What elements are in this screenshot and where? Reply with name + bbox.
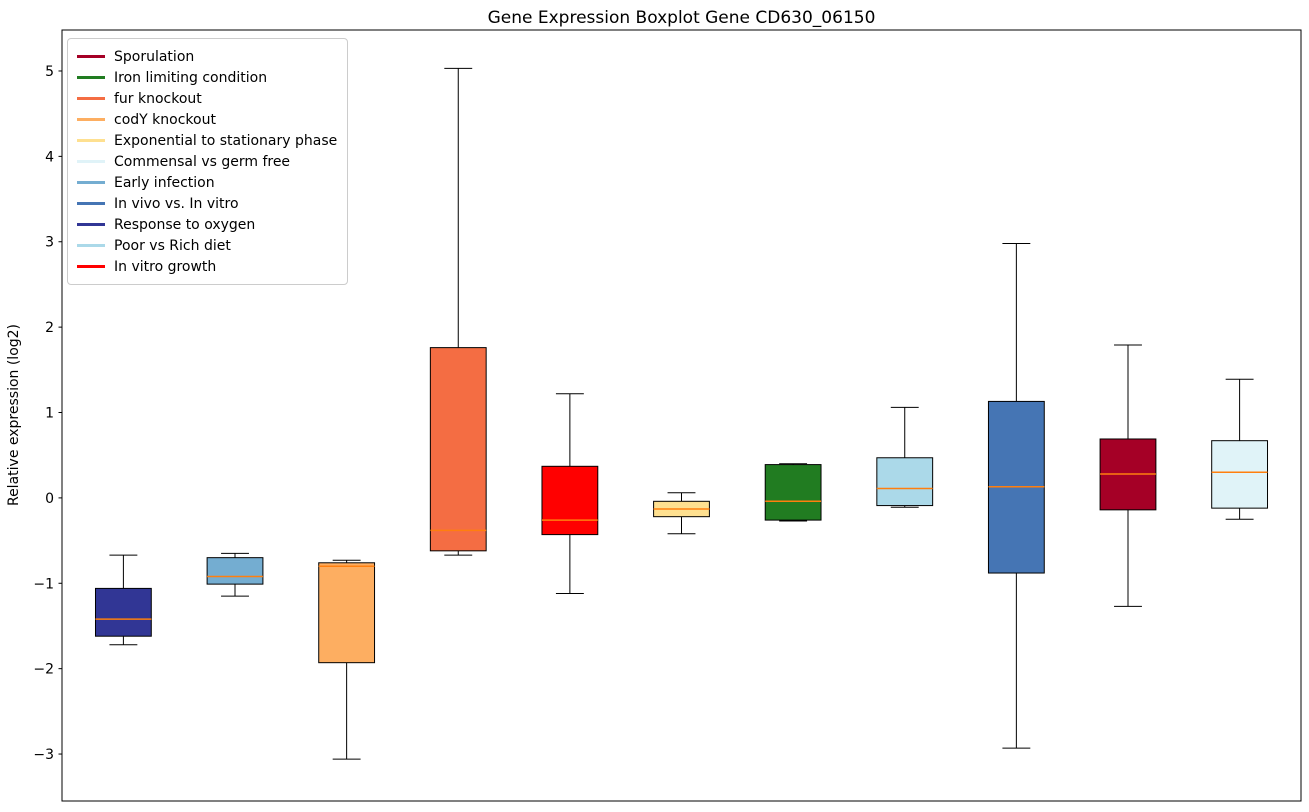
legend-label: Sporulation (114, 48, 195, 65)
iqr-box (94, 587, 152, 637)
legend-label: codY knockout (114, 111, 216, 128)
legend-label: In vivo vs. In vitro (114, 195, 239, 212)
iqr-box (429, 347, 487, 552)
box-sporulation (1099, 344, 1157, 607)
y-tick-label: 4 (45, 149, 54, 165)
y-tick-label: −2 (33, 662, 54, 678)
box-commensal-vs-germ-free (1211, 378, 1269, 520)
y-tick-label: 5 (45, 64, 54, 80)
legend-item-response-to-oxygen: Response to oxygen (77, 214, 337, 235)
legend-color-line (77, 55, 105, 58)
legend-item-cody-knockout: codY knockout (77, 109, 337, 130)
legend-label: In vitro growth (114, 258, 217, 275)
legend-label: Exponential to stationary phase (114, 132, 338, 149)
y-tick-label: 3 (45, 235, 54, 251)
box-early-infection (206, 552, 264, 597)
legend-item-poor-vs-rich-diet: Poor vs Rich diet (77, 235, 337, 256)
legend-item-sporulation: Sporulation (77, 46, 337, 67)
legend-label: fur knockout (114, 90, 202, 107)
legend-item-commensal-vs-germ-free: Commensal vs germ free (77, 151, 337, 172)
legend-color-line (77, 181, 105, 184)
box-in-vivo-vs-in-vitro (987, 242, 1045, 749)
legend-item-in-vivo-vs-in-vitro: In vivo vs. In vitro (77, 193, 337, 214)
iqr-box (318, 562, 376, 664)
legend-item-early-infection: Early infection (77, 172, 337, 193)
legend-item-fur-knockout: fur knockout (77, 88, 337, 109)
box-cody-knockout (318, 559, 376, 760)
box-poor-vs-rich-diet (876, 406, 934, 508)
legend-color-line (77, 160, 105, 163)
legend-label: Response to oxygen (114, 216, 256, 233)
legend-color-line (77, 97, 105, 100)
legend-label: Early infection (114, 174, 215, 191)
legend-color-line (77, 265, 105, 268)
y-tick-label: 1 (45, 406, 54, 422)
legend-color-line (77, 244, 105, 247)
legend-item-exponential-to-stationary-phase: Exponential to stationary phase (77, 130, 337, 151)
box-exponential-to-stationary-phase (653, 492, 710, 535)
legend-color-line (77, 223, 105, 226)
y-tick-label: −3 (33, 747, 54, 763)
box-iron-limiting-condition (764, 463, 822, 522)
legend-item-iron-limiting-condition: Iron limiting condition (77, 67, 337, 88)
legend-item-in-vitro-growth: In vitro growth (77, 256, 337, 277)
iqr-box (541, 465, 599, 536)
y-tick-label: −1 (33, 576, 54, 592)
legend-label: Iron limiting condition (114, 69, 268, 86)
box-fur-knockout (429, 67, 487, 556)
iqr-box (206, 557, 264, 585)
legend-color-line (77, 76, 105, 79)
box-in-vitro-growth (541, 393, 599, 595)
iqr-box (764, 464, 822, 521)
legend-color-line (77, 139, 105, 142)
axes-frame (61, 29, 1302, 802)
y-tick-label: 2 (45, 320, 54, 336)
legend-color-line (77, 118, 105, 121)
legend-label: Poor vs Rich diet (114, 237, 231, 254)
legend-label: Commensal vs germ free (114, 153, 291, 170)
chart-title: Gene Expression Boxplot Gene CD630_06150 (487, 8, 876, 28)
legend: Sporulation Iron limiting condition fur kn… (67, 38, 349, 285)
iqr-box (876, 457, 934, 507)
y-tick-label: 0 (45, 491, 54, 507)
box-response-to-oxygen (94, 554, 152, 646)
iqr-box (1211, 440, 1269, 509)
legend-color-line (77, 202, 105, 205)
